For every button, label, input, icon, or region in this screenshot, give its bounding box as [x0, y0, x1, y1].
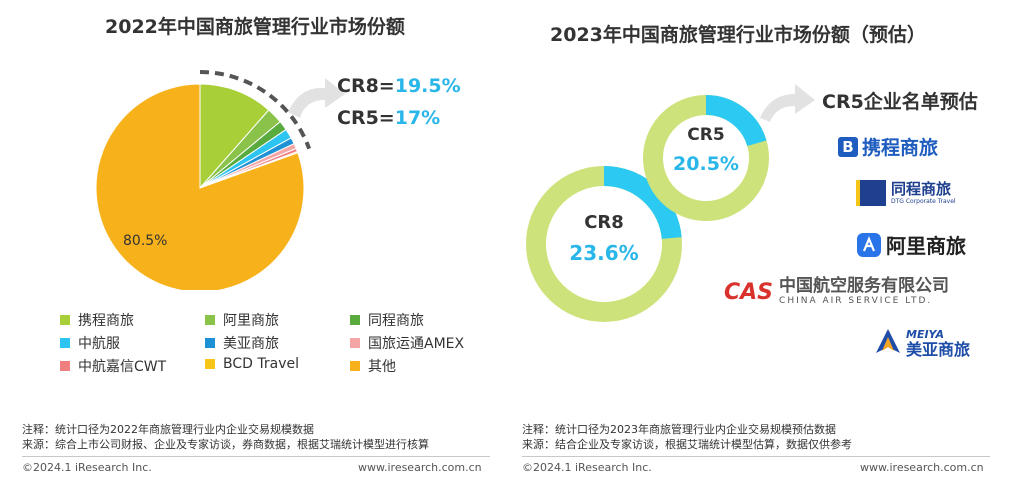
left-pie-chart: 80.5% [95, 70, 345, 290]
left-chart-title: 2022年中国商旅管理行业市场份额 [105, 16, 405, 38]
legend-item: BCD Travel [205, 356, 299, 372]
left-website[interactable]: www.iresearch.com.cn [358, 461, 482, 474]
legend-item: 中航嘉信CWT [60, 356, 166, 376]
legend-swatch [205, 359, 215, 369]
left-cr8-label: CR8=19.5% [337, 75, 461, 97]
logo-china-air-service: CAS 中国航空服务有限公司 CHINA AIR SERVICE LTD. [724, 278, 949, 306]
legend-swatch [60, 338, 70, 348]
ali-icon [857, 232, 881, 257]
cr8-ring-title: CR8 [584, 212, 624, 233]
left-cr5-value: 17% [394, 107, 441, 129]
cr5-arrow [760, 84, 815, 122]
legend-swatch [205, 338, 215, 348]
legend-item: 美亚商旅 [205, 333, 279, 353]
legend-label: 携程商旅 [78, 313, 134, 329]
legend-label: 中航服 [78, 336, 120, 352]
ali-name: 阿里商旅 [886, 234, 966, 258]
cr5-list-title: CR5企业名单预估 [822, 91, 978, 113]
legend-item: 中航服 [60, 333, 120, 353]
legend-swatch [350, 315, 360, 325]
left-cr8-value: 19.5% [394, 75, 461, 97]
legend-swatch [205, 315, 215, 325]
legend-label: 美亚商旅 [223, 336, 279, 352]
tongcheng-sub: DTG Corporate Travel [891, 197, 956, 205]
meiya-name: 美亚商旅 [906, 339, 971, 359]
left-cr5-prefix: CR5= [337, 107, 395, 129]
cas-name: 中国航空服务有限公司 [779, 276, 950, 296]
legend-item: 阿里商旅 [205, 310, 279, 330]
legend-label: 中航嘉信CWT [78, 359, 167, 375]
right-copyright: ©2024.1 iResearch Inc. [522, 461, 652, 474]
tongcheng-name: 同程商旅 [891, 179, 952, 198]
left-copyright: ©2024.1 iResearch Inc. [22, 461, 152, 474]
cr5-ring-title: CR5 [687, 125, 724, 145]
ctrip-b-icon: B [838, 136, 858, 157]
meiya-icon [874, 327, 902, 359]
right-note-1: 注释：统计口径为2023年商旅管理行业内企业交易规模预估数据 [522, 423, 836, 436]
legend-swatch [350, 361, 360, 371]
cas-icon: CAS [724, 279, 774, 305]
legend-swatch [60, 361, 70, 371]
legend-item: 携程商旅 [60, 310, 134, 330]
left-note-2: 来源：综合上市公司财报、企业及专家访谈，券商数据，根据艾瑞统计模型进行核算 [22, 438, 429, 451]
meiya-sub: MEIYA [906, 327, 944, 341]
ctrip-biz-name: 携程商旅 [862, 137, 939, 159]
right-ring-charts: CR8 23.6% CR5 20.5% [526, 84, 815, 322]
logo-ali-biz: 阿里商旅 [857, 230, 966, 259]
right-website[interactable]: www.iresearch.com.cn [860, 461, 984, 474]
legend-swatch [350, 338, 360, 348]
legend-label: 其他 [368, 359, 396, 375]
legend-label: 同程商旅 [368, 313, 424, 329]
logo-ctrip-biz: B 携程商旅 [838, 133, 938, 160]
legend-item: 同程商旅 [350, 310, 424, 330]
cr8-ring-value [603, 166, 682, 240]
tongcheng-icon [856, 180, 886, 206]
left-cr5-label: CR5=17% [337, 107, 440, 129]
left-cr8-prefix: CR8= [337, 75, 395, 97]
legend-label: 阿里商旅 [223, 313, 279, 329]
cr5-ring-value-label: 20.5% [673, 153, 739, 175]
cr-arrow [288, 78, 345, 118]
right-footer-divider [522, 456, 990, 457]
pie-slice-8 [95, 83, 305, 290]
right-chart-title: 2023年中国商旅管理行业市场份额（预估） [550, 24, 926, 46]
cas-sub: CHINA AIR SERVICE LTD. [779, 296, 933, 306]
right-note-2: 来源：结合企业及专家访谈，根据艾瑞统计模型估算，数据仅供参考 [522, 438, 852, 451]
legend-swatch [60, 315, 70, 325]
cr8-dashed-arc [199, 70, 312, 150]
pie-slice-0 [199, 83, 270, 190]
left-footer-divider [22, 456, 490, 457]
legend-label: 国旅运通AMEX [368, 336, 465, 352]
legend-label: BCD Travel [223, 356, 299, 372]
cr5-ring-value [705, 95, 767, 147]
left-note-1: 注释：统计口径为2022年商旅管理行业内企业交易规模数据 [22, 423, 314, 436]
legend-item: 其他 [350, 356, 396, 376]
logo-meiya-biz: MEIYA 美亚商旅 [874, 327, 970, 359]
legend-item: 国旅运通AMEX [350, 333, 464, 353]
cr8-ring-value-label: 23.6% [569, 241, 638, 265]
logo-tongcheng-biz: 同程商旅 DTG Corporate Travel [856, 180, 956, 206]
data-label-80-5: 80.5% [123, 233, 167, 249]
